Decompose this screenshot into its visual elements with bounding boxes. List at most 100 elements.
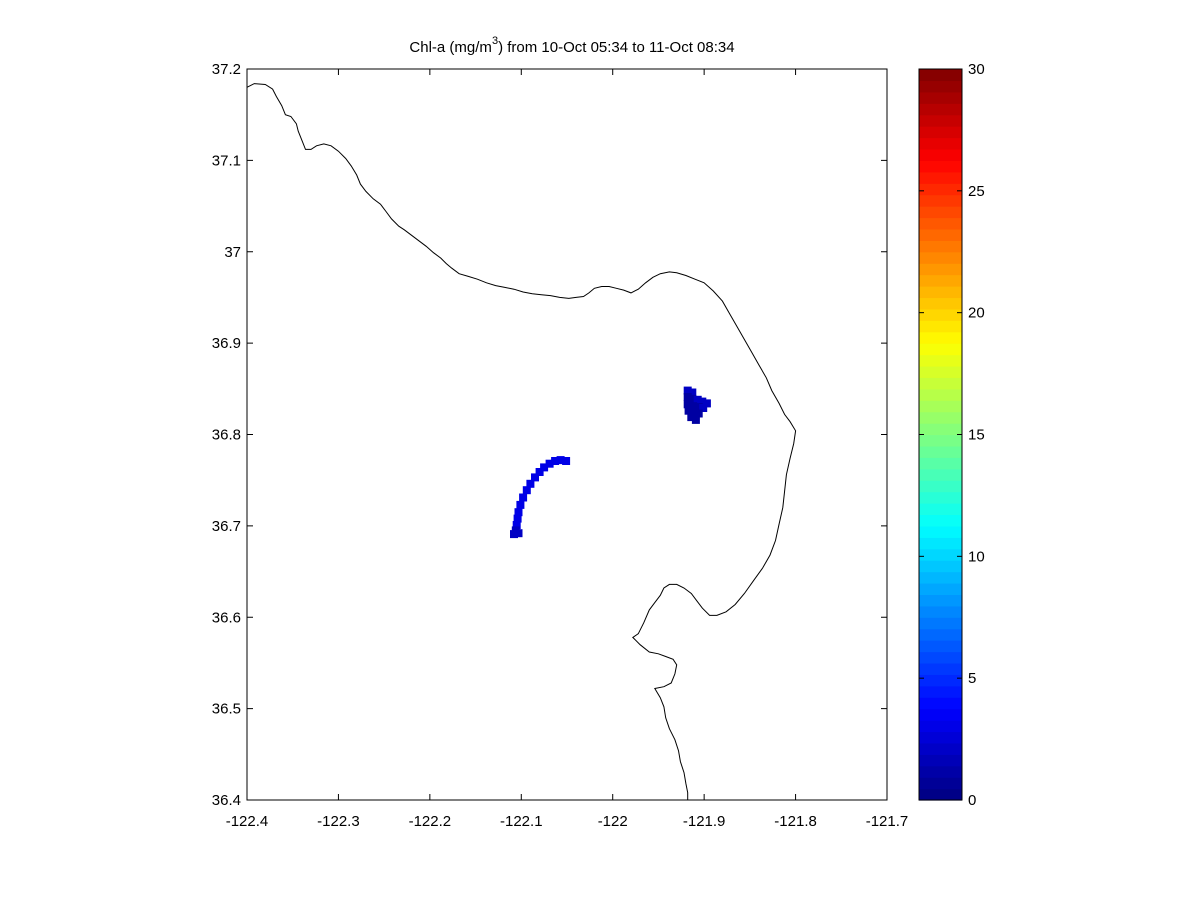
colorbar-swatch xyxy=(919,503,962,516)
chl-cell xyxy=(519,493,528,502)
colorbar-tick-label: 0 xyxy=(968,792,976,809)
colorbar-swatch xyxy=(919,126,962,139)
colorbar-swatch xyxy=(919,206,962,219)
colorbar-axis: 0 5 10 15 20 25 30 xyxy=(919,61,985,809)
colorbar xyxy=(919,69,962,801)
colorbar-swatch xyxy=(919,103,962,116)
colorbar-tick-label: 15 xyxy=(968,427,985,444)
colorbar-swatch xyxy=(919,640,962,653)
y-tick-label: 36.8 xyxy=(212,427,241,444)
colorbar-swatch xyxy=(919,114,962,127)
colorbar-swatch xyxy=(919,605,962,618)
colorbar-swatch xyxy=(919,697,962,710)
colorbar-swatch xyxy=(919,685,962,698)
colorbar-swatch xyxy=(919,331,962,344)
chl-cell xyxy=(694,409,703,418)
colorbar-swatch xyxy=(919,480,962,493)
x-tick-label: -121.9 xyxy=(683,813,726,830)
colorbar-swatch xyxy=(919,274,962,287)
colorbar-swatch xyxy=(919,365,962,378)
colorbar-swatch xyxy=(919,525,962,538)
chl-cell xyxy=(535,468,544,476)
chl-cell xyxy=(513,514,522,523)
plot-area xyxy=(247,83,797,800)
colorbar-swatch xyxy=(919,263,962,276)
y-tick-label: 36.4 xyxy=(212,792,241,809)
x-axis: -122.4 -122.3 -122.2 -122.1 -122 -121.9 -121.8… xyxy=(226,69,909,830)
colorbar-swatch xyxy=(919,514,962,527)
colorbar-swatch xyxy=(919,628,962,641)
colorbar-swatch xyxy=(919,377,962,390)
colorbar-swatch xyxy=(919,217,962,230)
x-tick-label: -122.4 xyxy=(226,813,269,830)
colorbar-swatch xyxy=(919,662,962,675)
chart-title-prefix: Chl-a (mg/m xyxy=(409,39,492,56)
chl-cell xyxy=(556,456,565,465)
y-tick-label: 36.6 xyxy=(212,609,241,626)
colorbar-swatch xyxy=(919,720,962,733)
colorbar-swatch xyxy=(919,148,962,161)
chl-cell xyxy=(683,400,692,409)
chl-cell xyxy=(512,521,521,529)
colorbar-swatch xyxy=(919,617,962,630)
x-tick-label: -121.7 xyxy=(866,813,909,830)
x-tick-label: -122.3 xyxy=(317,813,360,830)
colorbar-swatch xyxy=(919,537,962,550)
colorbar-swatch xyxy=(919,548,962,561)
colorbar-swatch xyxy=(919,708,962,721)
colorbar-swatch xyxy=(919,388,962,401)
colorbar-swatch xyxy=(919,777,962,790)
chl-cell xyxy=(514,529,523,538)
colorbar-tick-label: 30 xyxy=(968,61,985,78)
colorbar-swatch xyxy=(919,765,962,778)
y-tick-label: 36.7 xyxy=(212,518,241,535)
colorbar-swatch xyxy=(919,69,962,82)
x-tick-label: -122.1 xyxy=(500,813,543,830)
chl-cell xyxy=(683,393,692,401)
y-tick-label: 37.2 xyxy=(212,61,241,78)
chart-title: Chl-a (mg/m3) from 10-Oct 05:34 to 11-Oc… xyxy=(409,35,734,56)
chl-cell xyxy=(688,394,697,403)
colorbar-swatch xyxy=(919,594,962,607)
chl-cell xyxy=(510,530,518,539)
colorbar-swatch xyxy=(919,788,962,801)
chl-cell xyxy=(693,395,702,404)
colorbar-swatch xyxy=(919,582,962,595)
colorbar-swatch xyxy=(919,320,962,333)
chl-cell xyxy=(516,500,525,509)
coastline xyxy=(247,83,797,800)
chl-cell xyxy=(526,479,535,488)
colorbar-swatch xyxy=(919,400,962,413)
chl-cell xyxy=(702,399,711,408)
colorbar-swatch xyxy=(919,560,962,573)
colorbar-swatch xyxy=(919,468,962,481)
colorbar-swatch xyxy=(919,240,962,253)
chl-cell xyxy=(514,508,523,517)
x-tick-label: -122.2 xyxy=(409,813,452,830)
colorbar-swatch xyxy=(919,354,962,367)
chl-cell xyxy=(522,486,531,495)
colorbar-swatch xyxy=(919,411,962,424)
chl-cell xyxy=(551,457,560,465)
colorbar-swatch xyxy=(919,343,962,356)
chl-cell xyxy=(687,413,696,422)
chl-cell xyxy=(540,463,549,472)
colorbar-swatch xyxy=(919,423,962,436)
colorbar-tick-label: 20 xyxy=(968,305,985,322)
y-tick-label: 37 xyxy=(224,244,241,261)
x-tick-label: -122 xyxy=(598,813,628,830)
chl-cell xyxy=(562,457,571,465)
y-tick-label: 36.9 xyxy=(212,335,241,352)
chl-cell xyxy=(545,459,554,468)
plot-background xyxy=(247,69,887,800)
colorbar-swatch xyxy=(919,445,962,458)
chl-cell xyxy=(698,397,707,406)
y-axis: 36.4 36.5 36.6 36.7 36.8 36.9 37 37.1 37.2 xyxy=(212,61,887,809)
chl-cell xyxy=(689,402,698,411)
chl-cell xyxy=(691,415,700,424)
colorbar-tick-label: 25 xyxy=(968,183,985,200)
colorbar-swatch xyxy=(919,674,962,687)
chl-cell xyxy=(690,408,699,417)
colorbar-tick-label: 5 xyxy=(968,670,976,687)
chl-cell xyxy=(688,388,697,397)
